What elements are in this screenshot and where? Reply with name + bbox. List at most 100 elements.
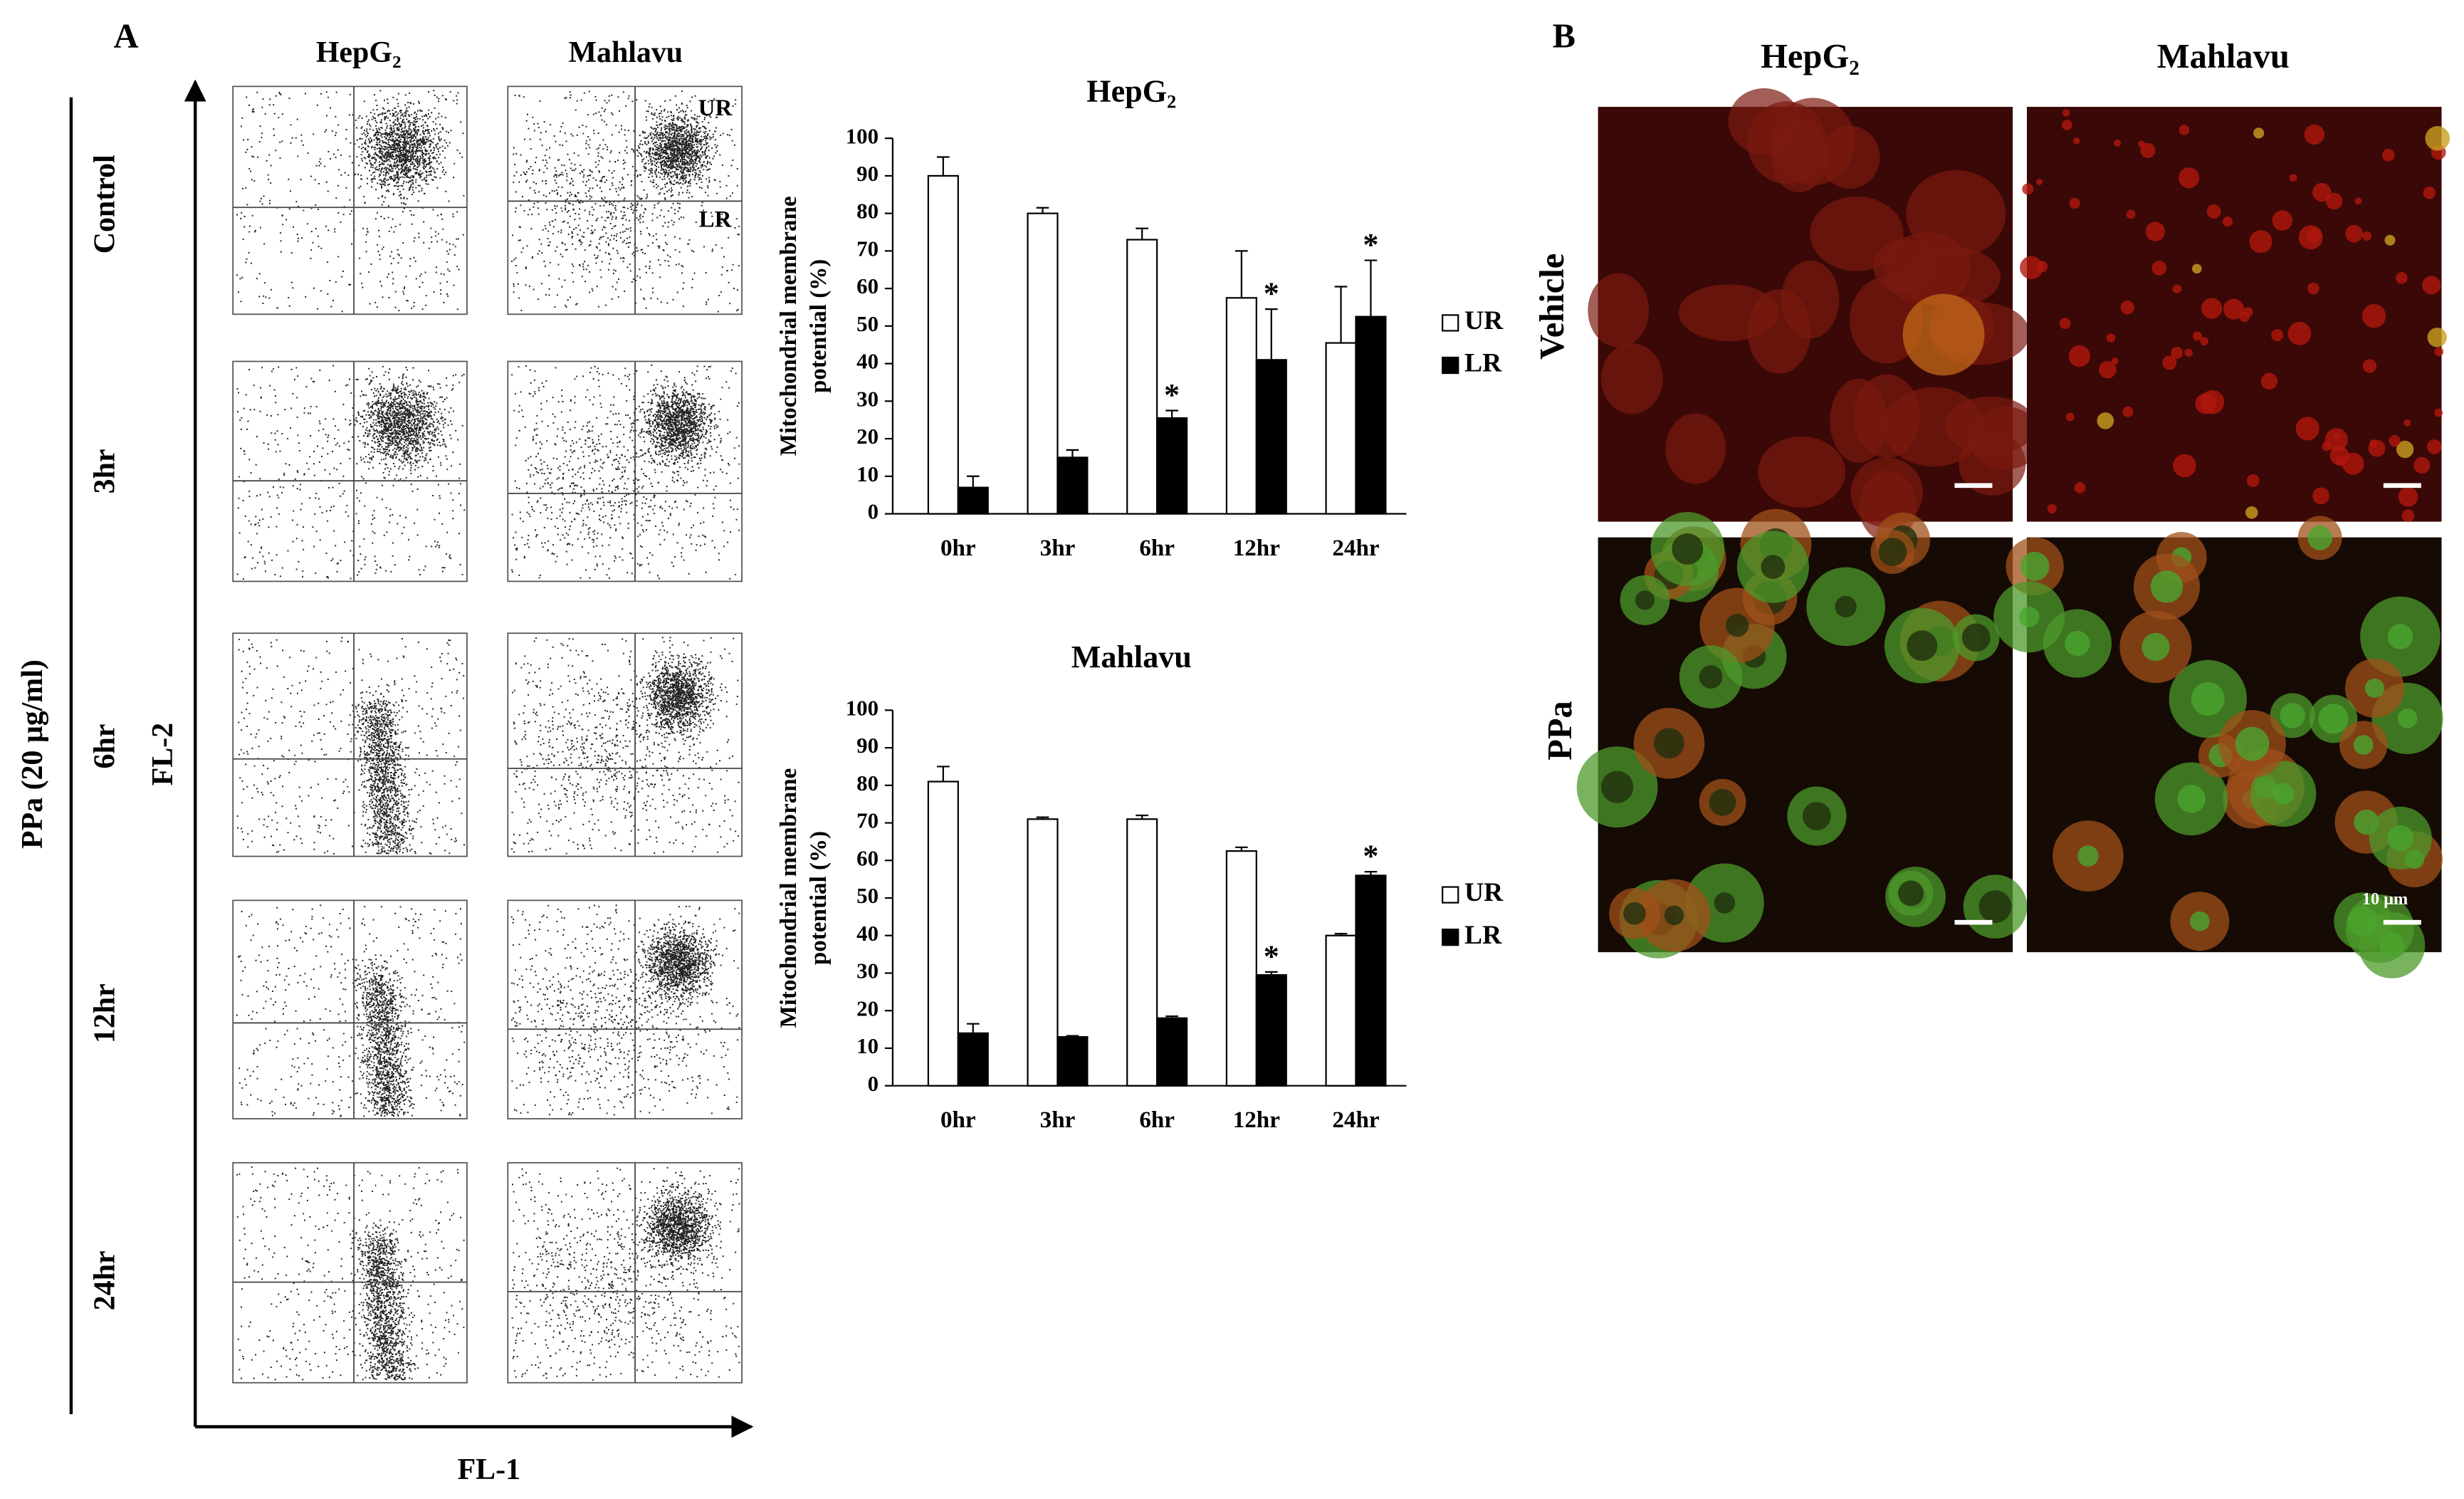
error-bar [966, 475, 980, 488]
cell [2036, 178, 2043, 185]
nucleus [2150, 570, 2183, 603]
cell [2271, 329, 2284, 342]
panel-label: B [1553, 17, 1576, 55]
y-tick-label: 90 [856, 161, 879, 186]
x-tick-label: 12hr [1233, 536, 1280, 561]
cell [2389, 435, 2401, 447]
dots [236, 89, 465, 313]
dot-plot [507, 360, 743, 583]
y-tick-label: 80 [856, 199, 879, 224]
cell [2396, 440, 2414, 459]
nucleus [1623, 902, 1646, 925]
cell [2287, 321, 2312, 345]
bar [1225, 850, 1257, 1087]
cell [2223, 298, 2245, 320]
quadrant-label: UR [698, 95, 733, 121]
cell [2106, 333, 2116, 343]
nucleus [1802, 802, 1831, 830]
bar [1225, 297, 1257, 515]
cell [2325, 192, 2343, 210]
column-label: HepG₂ [1761, 38, 1860, 75]
cell [2036, 261, 2048, 273]
cell [1906, 169, 2006, 258]
significance: * [1264, 939, 1279, 973]
cell [2140, 142, 2156, 158]
y-tick-label: 40 [856, 921, 879, 946]
cell [2022, 183, 2034, 195]
column-label: HepG₂ [316, 36, 402, 69]
cell [2413, 456, 2431, 474]
significance: * [1164, 377, 1180, 412]
plot-frame [232, 632, 468, 857]
cell [2120, 301, 2134, 315]
nucleus [1907, 630, 1938, 662]
y-tick-label: 50 [856, 311, 879, 336]
y-tick-label: 10 [856, 1033, 879, 1058]
cell [2368, 439, 2386, 457]
nucleus [2191, 682, 2225, 716]
cell [1968, 407, 2043, 470]
cell [2249, 230, 2272, 254]
cell [2195, 393, 2216, 414]
cell [2173, 454, 2196, 478]
bar [1156, 1017, 1188, 1087]
nucleus [1699, 665, 1723, 689]
bar [1325, 342, 1357, 515]
y-tick-label: 100 [846, 695, 879, 720]
cell [2151, 261, 2167, 276]
cell [2307, 228, 2322, 243]
nucleus [2280, 703, 2305, 728]
legend-label: UR [1464, 306, 1504, 335]
legend-swatch [1442, 314, 1459, 332]
cell [2047, 503, 2057, 514]
nucleus [1761, 555, 1786, 580]
row-label: 12hr [88, 983, 121, 1043]
significance: * [1264, 276, 1279, 311]
error-bar [1334, 286, 1348, 343]
bar [1156, 417, 1188, 515]
chart-title: HepG₂ [1086, 74, 1176, 109]
nucleus [2307, 526, 2332, 550]
nucleus [2020, 551, 2050, 581]
cell [2312, 487, 2329, 505]
bar [927, 174, 959, 515]
row-label: 6hr [88, 724, 121, 769]
cell [2423, 186, 2436, 199]
cell [2097, 412, 2114, 429]
cell [2422, 276, 2441, 295]
bar [1325, 934, 1357, 1087]
nucleus [2141, 632, 2170, 662]
cell [2307, 282, 2319, 295]
micrograph [1993, 516, 2443, 978]
cell [1600, 343, 1663, 414]
nucleus [1897, 880, 1924, 907]
nucleus [1664, 905, 1684, 926]
bar [1057, 1036, 1089, 1087]
cell [2362, 359, 2377, 373]
significance: * [1363, 227, 1378, 262]
nucleus [2397, 709, 2418, 728]
nucleus [2189, 911, 2210, 931]
cell [2179, 125, 2190, 135]
nucleus [1878, 538, 1907, 566]
y-axis-label: potential (%) [806, 259, 832, 393]
cell [2122, 406, 2134, 417]
bar [1255, 974, 1287, 1087]
y-tick-label: 30 [856, 959, 879, 983]
nucleus [1961, 623, 1991, 652]
cell [2425, 126, 2450, 151]
error-bar [966, 1023, 980, 1033]
y-tick-label: 40 [856, 349, 879, 374]
plot-frame [232, 360, 468, 583]
cell [2434, 347, 2444, 357]
cell [2398, 486, 2418, 507]
error-bar [1364, 259, 1378, 317]
cell [2246, 474, 2260, 487]
row-label: 3hr [88, 449, 121, 494]
nucleus [2077, 845, 2099, 867]
y-tick-label: 0 [868, 1071, 879, 1096]
cell [2138, 140, 2145, 147]
